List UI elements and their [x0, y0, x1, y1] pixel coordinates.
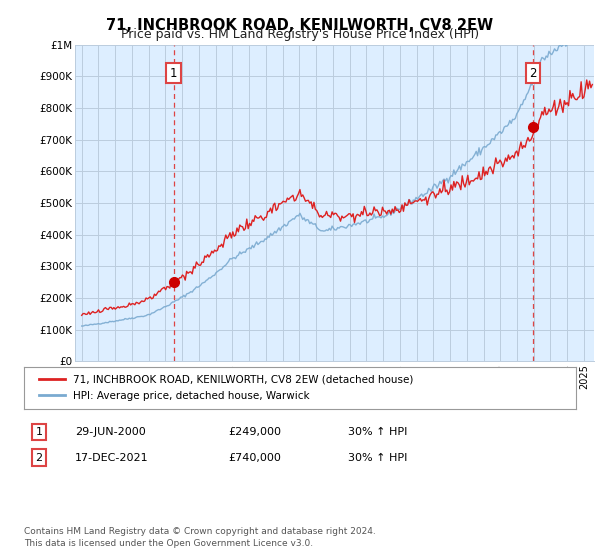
Text: Contains HM Land Registry data © Crown copyright and database right 2024.
This d: Contains HM Land Registry data © Crown c… [24, 527, 376, 548]
Text: 17-DEC-2021: 17-DEC-2021 [75, 452, 149, 463]
Text: 2: 2 [35, 452, 43, 463]
Text: 2: 2 [529, 67, 537, 80]
Text: 71, INCHBROOK ROAD, KENILWORTH, CV8 2EW: 71, INCHBROOK ROAD, KENILWORTH, CV8 2EW [106, 18, 494, 33]
Text: 30% ↑ HPI: 30% ↑ HPI [348, 427, 407, 437]
Text: 1: 1 [35, 427, 43, 437]
Text: 1: 1 [170, 67, 178, 80]
Text: Price paid vs. HM Land Registry's House Price Index (HPI): Price paid vs. HM Land Registry's House … [121, 28, 479, 41]
Text: 29-JUN-2000: 29-JUN-2000 [75, 427, 146, 437]
Text: £249,000: £249,000 [228, 427, 281, 437]
Legend: 71, INCHBROOK ROAD, KENILWORTH, CV8 2EW (detached house), HPI: Average price, de: 71, INCHBROOK ROAD, KENILWORTH, CV8 2EW … [35, 371, 418, 405]
Text: 30% ↑ HPI: 30% ↑ HPI [348, 452, 407, 463]
Text: £740,000: £740,000 [228, 452, 281, 463]
